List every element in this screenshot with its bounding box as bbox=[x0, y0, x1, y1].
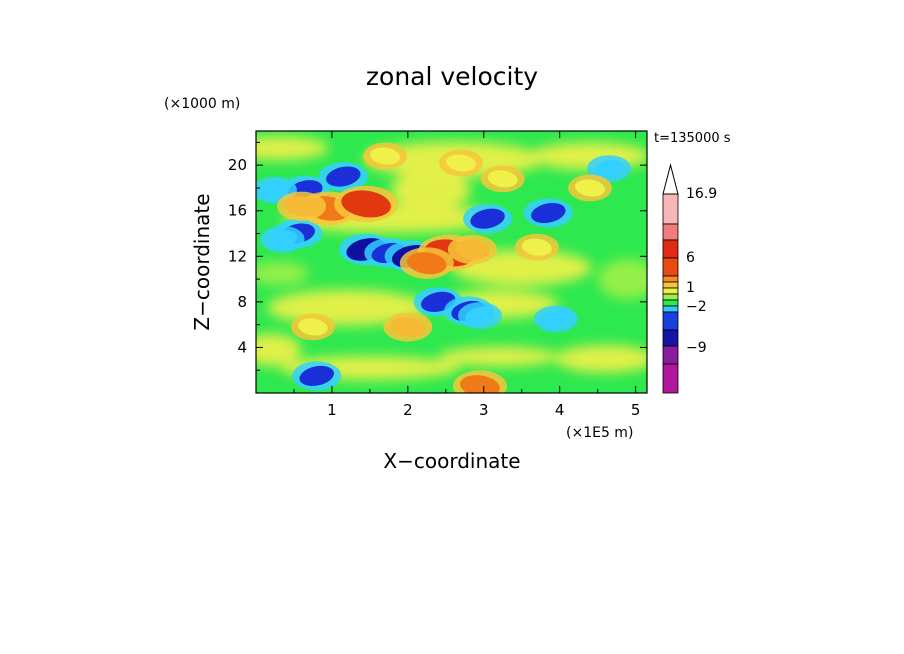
chart-title: zonal velocity bbox=[366, 62, 538, 91]
feature-core bbox=[284, 196, 319, 216]
field-band bbox=[598, 259, 647, 300]
feature-core bbox=[267, 230, 298, 249]
feature-core bbox=[446, 154, 476, 172]
colorbar-swatch bbox=[662, 281, 679, 289]
velocity-field bbox=[256, 136, 647, 393]
field-band bbox=[256, 261, 309, 286]
feature-core bbox=[541, 310, 571, 328]
x-tick-label: 3 bbox=[479, 401, 489, 419]
feature-core bbox=[487, 170, 518, 188]
feature-core bbox=[522, 238, 552, 256]
colorbar-swatch bbox=[662, 257, 679, 277]
feature-core bbox=[406, 252, 447, 275]
feature-core bbox=[460, 375, 500, 393]
feature-core bbox=[594, 159, 624, 178]
field-band bbox=[256, 333, 302, 366]
time-label: t=135000 s bbox=[654, 131, 731, 146]
colorbar-swatch bbox=[662, 239, 679, 259]
x-tick-label: 4 bbox=[555, 401, 565, 419]
colorbar-label: 1 bbox=[686, 280, 695, 296]
colorbar-swatch bbox=[662, 287, 679, 295]
colorbar-swatch bbox=[662, 299, 679, 307]
x-tick-label: 5 bbox=[631, 401, 641, 419]
colorbar-swatch bbox=[662, 223, 679, 241]
feature-core bbox=[299, 365, 334, 386]
colorbar-label: 16.9 bbox=[686, 186, 717, 202]
colorbar: 16.9 6 1 −2 −9 bbox=[662, 163, 717, 394]
feature-core bbox=[298, 318, 328, 336]
x-unit-label: (×1E5 m) bbox=[566, 425, 633, 441]
colorbar-swatch bbox=[662, 363, 679, 394]
colorbar-swatch bbox=[662, 345, 679, 365]
feature-core bbox=[326, 166, 361, 187]
feature-core bbox=[575, 179, 605, 197]
y-tick-label: 12 bbox=[228, 247, 247, 265]
feature-core bbox=[465, 306, 495, 325]
y-tick-label: 16 bbox=[228, 202, 247, 220]
colorbar-label: 6 bbox=[686, 250, 695, 266]
feature-core bbox=[531, 202, 566, 224]
field-band bbox=[390, 170, 471, 211]
field-band bbox=[555, 344, 647, 373]
feature-core bbox=[260, 181, 290, 200]
y-tick-label: 20 bbox=[228, 156, 247, 174]
y-unit-label: (×1000 m) bbox=[164, 96, 240, 112]
y-axis-title: Z−coordinate bbox=[190, 193, 214, 330]
feature-core bbox=[390, 317, 426, 337]
colorbar-swatch bbox=[662, 293, 679, 301]
y-tick-label: 8 bbox=[237, 293, 247, 311]
feature-core bbox=[370, 147, 400, 165]
y-tick-label: 4 bbox=[237, 338, 247, 356]
x-tick-label: 2 bbox=[403, 401, 413, 419]
colorbar-swatch bbox=[662, 275, 679, 283]
feature-core bbox=[454, 239, 490, 260]
y-axis: 4 8 12 16 20 bbox=[228, 141, 647, 371]
field-band bbox=[256, 136, 329, 161]
x-axis-title: X−coordinate bbox=[383, 449, 520, 473]
field-band bbox=[438, 346, 559, 367]
colorbar-swatch bbox=[662, 193, 679, 225]
plot-frame bbox=[255, 130, 648, 394]
colorbar-label: −9 bbox=[686, 340, 707, 356]
feature-core bbox=[341, 190, 391, 218]
colorbar-extend-arrow bbox=[662, 163, 679, 195]
colorbar-label: −2 bbox=[686, 299, 707, 315]
x-axis: 1 2 3 4 5 bbox=[293, 131, 641, 419]
colorbar-swatch bbox=[662, 305, 679, 313]
feature-core bbox=[470, 208, 505, 229]
x-tick-label: 1 bbox=[327, 401, 337, 419]
colorbar-swatch bbox=[662, 329, 679, 347]
colorbar-swatch bbox=[662, 311, 679, 331]
